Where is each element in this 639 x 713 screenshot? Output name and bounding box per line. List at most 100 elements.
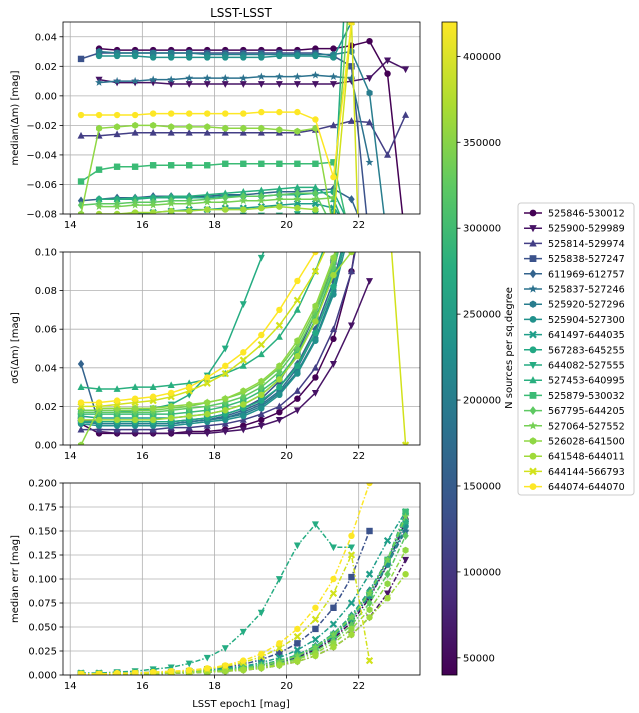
data-point <box>113 425 121 433</box>
data-point <box>258 108 265 116</box>
data-point <box>240 412 247 420</box>
legend-label: 641548-644011 <box>548 452 625 463</box>
legend-item: 644082-527555 <box>524 361 625 372</box>
data-point <box>221 74 230 82</box>
data-point <box>167 110 175 117</box>
data-point <box>366 598 373 608</box>
data-point <box>329 211 337 214</box>
data-point <box>348 532 355 539</box>
data-point <box>365 75 374 82</box>
x-tick-label: 14 <box>64 451 77 462</box>
data-point <box>366 38 373 45</box>
colorbar-tick-label: 400000 <box>463 52 501 63</box>
data-point <box>114 224 120 230</box>
data-point <box>402 556 410 564</box>
data-point <box>275 576 283 583</box>
data-point <box>186 214 193 221</box>
data-point <box>294 658 301 665</box>
data-point <box>276 662 283 669</box>
data-point <box>168 123 175 131</box>
data-point <box>366 606 373 614</box>
series-line <box>98 59 406 85</box>
data-point <box>312 604 319 611</box>
data-point <box>401 526 410 535</box>
data-point <box>311 521 319 529</box>
data-point <box>276 190 283 199</box>
x-tick-label: 16 <box>136 220 149 231</box>
legend-item: 526028-641500 <box>524 437 625 448</box>
data-point <box>293 296 302 304</box>
data-point <box>383 536 392 545</box>
data-point <box>204 206 211 213</box>
x-tick-label: 14 <box>64 681 77 692</box>
axes-frame <box>62 21 421 215</box>
data-point <box>95 670 103 675</box>
data-point <box>331 230 337 236</box>
data-point <box>402 111 410 118</box>
data-point <box>275 402 283 410</box>
data-point <box>222 220 228 226</box>
data-point <box>276 52 283 60</box>
legend-label: 527453-640995 <box>548 376 625 387</box>
colorbar-tick-label: 50000 <box>463 653 495 664</box>
data-point <box>113 397 121 404</box>
data-point <box>96 219 103 226</box>
legend-item: 641548-644011 <box>524 452 625 463</box>
x-tick-label: 20 <box>280 220 293 231</box>
data-point <box>330 643 337 651</box>
data-point <box>365 158 374 166</box>
data-point <box>240 387 247 395</box>
data-point <box>186 162 193 169</box>
data-point <box>366 239 372 247</box>
data-point <box>95 408 103 417</box>
data-point <box>313 217 319 223</box>
data-point <box>221 419 229 427</box>
legend-label: 525920-527296 <box>548 300 625 311</box>
legend-item: 525837-527246 <box>524 285 625 296</box>
x-tick-label: 22 <box>352 451 365 462</box>
data-point <box>366 240 372 246</box>
data-point <box>186 667 193 674</box>
data-point <box>132 121 139 129</box>
legend-label: 611969-612757 <box>548 269 625 280</box>
data-point <box>293 542 301 550</box>
data-point <box>294 362 301 370</box>
data-point <box>95 416 103 424</box>
data-point <box>293 183 301 191</box>
data-point <box>131 669 139 675</box>
legend-marker <box>529 255 537 262</box>
data-point <box>348 252 355 256</box>
y-tick-label: −0.02 <box>26 121 57 132</box>
data-point <box>185 128 193 136</box>
data-point <box>149 201 158 209</box>
data-point <box>311 81 319 88</box>
y-axis-label-median-delta-m: median(Δm) [mag] <box>10 70 21 165</box>
legend-marker <box>529 346 537 354</box>
colorbar-tick-label: 250000 <box>463 310 501 321</box>
data-point <box>258 397 265 404</box>
data-point <box>239 301 247 308</box>
data-point <box>311 267 320 275</box>
data-point <box>329 589 338 598</box>
data-point <box>221 128 229 136</box>
data-point <box>149 393 157 400</box>
data-point <box>240 392 247 401</box>
data-point <box>294 52 301 60</box>
legend-marker <box>528 284 538 293</box>
data-point <box>330 263 337 272</box>
data-point <box>384 570 391 579</box>
data-point <box>258 391 265 399</box>
data-point <box>239 362 247 369</box>
data-point <box>149 416 157 424</box>
y-tick-label: −0.08 <box>26 210 57 221</box>
data-point <box>149 128 157 136</box>
y-tick-label: 0.000 <box>28 671 57 682</box>
colorbar-gradient <box>441 21 458 676</box>
data-point <box>275 81 283 88</box>
series-line <box>80 161 346 214</box>
y-tick-label: 0.175 <box>28 503 57 514</box>
legend-marker <box>529 330 537 339</box>
legend-label: 567283-645255 <box>548 345 625 356</box>
data-point <box>257 340 265 349</box>
data-point <box>150 223 156 229</box>
